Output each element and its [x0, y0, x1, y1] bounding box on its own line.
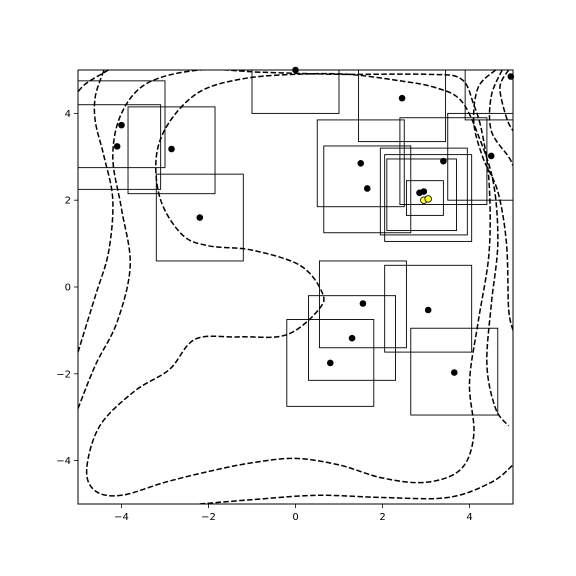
box: [379, 147, 468, 236]
data-point: [168, 145, 175, 153]
data-point: [357, 160, 365, 167]
contour-line: [78, 70, 109, 93]
y-tick-label: 2: [65, 196, 71, 207]
data-point: [424, 306, 432, 314]
box: [447, 112, 513, 201]
data-point: [420, 188, 428, 195]
box: [127, 106, 216, 195]
y-tick-label: −2: [56, 369, 71, 380]
data-point: [487, 152, 495, 160]
data-point: [359, 300, 367, 307]
box: [251, 70, 340, 114]
box: [286, 319, 375, 407]
box: [405, 180, 444, 216]
box: [410, 327, 499, 416]
contour-line: [488, 70, 513, 166]
x-tick-label: 0: [292, 512, 298, 523]
data-point: [363, 185, 371, 192]
contour-line: [199, 464, 513, 504]
contour-line: [499, 70, 513, 132]
contour-line: [78, 70, 510, 497]
contour-line: [78, 70, 114, 353]
data-point: [440, 157, 447, 165]
data-point: [196, 214, 204, 221]
data-point: [507, 73, 515, 80]
data-point: [327, 359, 334, 367]
data-point: [113, 143, 121, 150]
data-point: [118, 121, 125, 129]
box: [316, 119, 405, 208]
box: [308, 295, 396, 381]
x-tick-label: −4: [114, 512, 129, 523]
x-tick-label: 2: [379, 512, 385, 523]
y-tick-label: 4: [65, 109, 71, 120]
plot-background: [78, 70, 513, 504]
y-tick-label: 0: [65, 283, 71, 294]
box: [386, 158, 457, 232]
x-axis: −4 −2 0 2 4: [114, 504, 473, 523]
box: [78, 80, 166, 169]
box: [78, 104, 162, 190]
box: [384, 154, 473, 242]
data-point: [450, 369, 458, 376]
y-axis: −4 −2 0 2 4: [56, 109, 78, 467]
boxes: [78, 70, 513, 416]
data-points: [113, 66, 515, 376]
highlight-point: [424, 195, 432, 203]
x-tick-label: 4: [466, 512, 472, 523]
data-point: [398, 94, 406, 102]
box: [384, 264, 473, 353]
data-point: [348, 334, 356, 342]
contour-lines: [78, 70, 513, 504]
box: [155, 173, 244, 262]
box: [318, 260, 407, 349]
box: [323, 145, 412, 234]
box: [358, 70, 447, 143]
x-tick-label: −2: [201, 512, 216, 523]
y-tick-label: −4: [56, 456, 71, 467]
contour-line: [472, 70, 513, 331]
